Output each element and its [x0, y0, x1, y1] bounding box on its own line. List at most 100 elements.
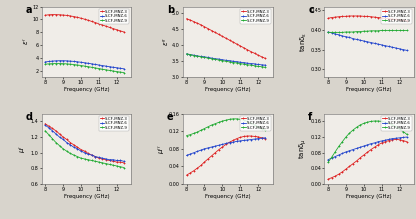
S-CF-MNZ-3	[362, 15, 366, 18]
S-CF-MNZ-9	[383, 29, 388, 32]
S-CF-MNZ-6	[379, 140, 384, 142]
S-CF-MNZ-3	[351, 15, 356, 17]
S-CF-MNZ-6	[50, 60, 55, 62]
S-CF-MNZ-9	[351, 129, 356, 131]
S-CF-MNZ-3	[404, 19, 409, 22]
S-CF-MNZ-3	[57, 13, 62, 16]
S-CF-MNZ-9	[390, 124, 395, 126]
S-CF-MNZ-3	[191, 170, 196, 172]
S-CF-MNZ-9	[220, 59, 225, 62]
Text: b: b	[167, 5, 174, 15]
S-CF-MNZ-9	[86, 158, 91, 161]
S-CF-MNZ-9	[104, 69, 109, 71]
S-CF-MNZ-6	[114, 66, 119, 69]
S-CF-MNZ-9	[114, 70, 119, 73]
S-CF-MNZ-9	[336, 31, 341, 34]
Text: e: e	[167, 112, 173, 122]
S-CF-MNZ-3	[111, 27, 116, 30]
Line: S-CF-MNZ-9: S-CF-MNZ-9	[44, 129, 125, 169]
S-CF-MNZ-9	[333, 31, 338, 34]
S-CF-MNZ-6	[362, 40, 366, 42]
S-CF-MNZ-9	[397, 128, 402, 131]
S-CF-MNZ-3	[79, 17, 84, 19]
S-CF-MNZ-3	[198, 23, 203, 26]
S-CF-MNZ-6	[100, 157, 105, 159]
S-CF-MNZ-6	[347, 149, 352, 152]
S-CF-MNZ-3	[71, 15, 76, 18]
S-CF-MNZ-3	[234, 43, 239, 45]
S-CF-MNZ-6	[333, 33, 338, 35]
S-CF-MNZ-3	[245, 48, 250, 51]
S-CF-MNZ-3	[104, 158, 109, 161]
S-CF-MNZ-3	[46, 125, 51, 127]
S-CF-MNZ-9	[184, 53, 189, 55]
S-CF-MNZ-9	[206, 57, 210, 59]
S-CF-MNZ-6	[53, 132, 58, 135]
S-CF-MNZ-9	[104, 162, 109, 165]
S-CF-MNZ-3	[365, 15, 370, 18]
S-CF-MNZ-9	[89, 66, 94, 69]
S-CF-MNZ-3	[397, 138, 402, 141]
S-CF-MNZ-6	[46, 126, 51, 129]
S-CF-MNZ-6	[379, 44, 384, 46]
S-CF-MNZ-6	[121, 160, 126, 162]
S-CF-MNZ-9	[238, 118, 243, 121]
S-CF-MNZ-6	[354, 38, 359, 41]
S-CF-MNZ-3	[114, 28, 119, 31]
S-CF-MNZ-9	[256, 125, 261, 128]
X-axis label: Frequency (GHz): Frequency (GHz)	[64, 87, 109, 92]
S-CF-MNZ-6	[336, 34, 341, 36]
S-CF-MNZ-3	[401, 139, 406, 142]
S-CF-MNZ-9	[213, 122, 218, 125]
S-CF-MNZ-9	[245, 120, 250, 123]
S-CF-MNZ-6	[104, 65, 109, 67]
S-CF-MNZ-6	[57, 136, 62, 138]
S-CF-MNZ-6	[209, 146, 214, 148]
S-CF-MNZ-3	[213, 31, 218, 34]
S-CF-MNZ-3	[220, 35, 225, 38]
S-CF-MNZ-9	[372, 30, 377, 32]
S-CF-MNZ-6	[351, 37, 356, 40]
S-CF-MNZ-6	[372, 42, 377, 45]
S-CF-MNZ-3	[68, 15, 73, 17]
S-CF-MNZ-9	[188, 133, 193, 136]
S-CF-MNZ-3	[75, 16, 80, 19]
S-CF-MNZ-3	[195, 167, 200, 170]
S-CF-MNZ-6	[75, 147, 80, 150]
S-CF-MNZ-6	[394, 137, 399, 140]
X-axis label: Frequency (GHz): Frequency (GHz)	[347, 87, 392, 92]
S-CF-MNZ-9	[259, 127, 264, 130]
S-CF-MNZ-3	[86, 19, 91, 22]
S-CF-MNZ-3	[325, 17, 330, 20]
S-CF-MNZ-3	[220, 146, 225, 148]
S-CF-MNZ-6	[325, 158, 330, 161]
S-CF-MNZ-3	[238, 45, 243, 47]
S-CF-MNZ-3	[50, 127, 55, 130]
S-CF-MNZ-6	[220, 143, 225, 146]
S-CF-MNZ-6	[336, 154, 341, 156]
S-CF-MNZ-9	[333, 151, 338, 153]
S-CF-MNZ-3	[68, 141, 73, 144]
Line: S-CF-MNZ-6: S-CF-MNZ-6	[327, 31, 408, 52]
S-CF-MNZ-9	[50, 62, 55, 65]
S-CF-MNZ-9	[379, 29, 384, 32]
S-CF-MNZ-6	[71, 146, 76, 148]
S-CF-MNZ-9	[325, 31, 330, 34]
S-CF-MNZ-3	[93, 155, 98, 158]
S-CF-MNZ-3	[107, 26, 112, 29]
S-CF-MNZ-6	[188, 53, 193, 56]
S-CF-MNZ-6	[369, 142, 374, 145]
S-CF-MNZ-9	[245, 64, 250, 66]
S-CF-MNZ-6	[347, 36, 352, 39]
Line: S-CF-MNZ-3: S-CF-MNZ-3	[44, 13, 125, 33]
S-CF-MNZ-3	[336, 173, 341, 175]
Y-axis label: $\varepsilon'$: $\varepsilon'$	[21, 38, 31, 46]
S-CF-MNZ-3	[206, 27, 210, 30]
S-CF-MNZ-3	[100, 24, 105, 26]
S-CF-MNZ-9	[234, 62, 239, 64]
S-CF-MNZ-9	[209, 124, 214, 126]
S-CF-MNZ-6	[97, 156, 102, 159]
S-CF-MNZ-9	[216, 59, 221, 61]
S-CF-MNZ-6	[351, 148, 356, 151]
S-CF-MNZ-9	[252, 64, 257, 67]
